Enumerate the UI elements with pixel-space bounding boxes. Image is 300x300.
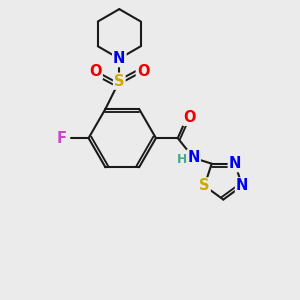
- Text: O: O: [183, 110, 196, 125]
- Text: N: N: [113, 51, 125, 66]
- Text: N: N: [229, 156, 241, 171]
- Text: N: N: [188, 150, 200, 165]
- Text: F: F: [57, 130, 67, 146]
- Text: N: N: [236, 178, 248, 193]
- Text: S: S: [114, 74, 124, 89]
- Text: H: H: [177, 153, 188, 167]
- Text: O: O: [89, 64, 102, 79]
- Text: O: O: [137, 64, 149, 79]
- Text: S: S: [199, 178, 210, 193]
